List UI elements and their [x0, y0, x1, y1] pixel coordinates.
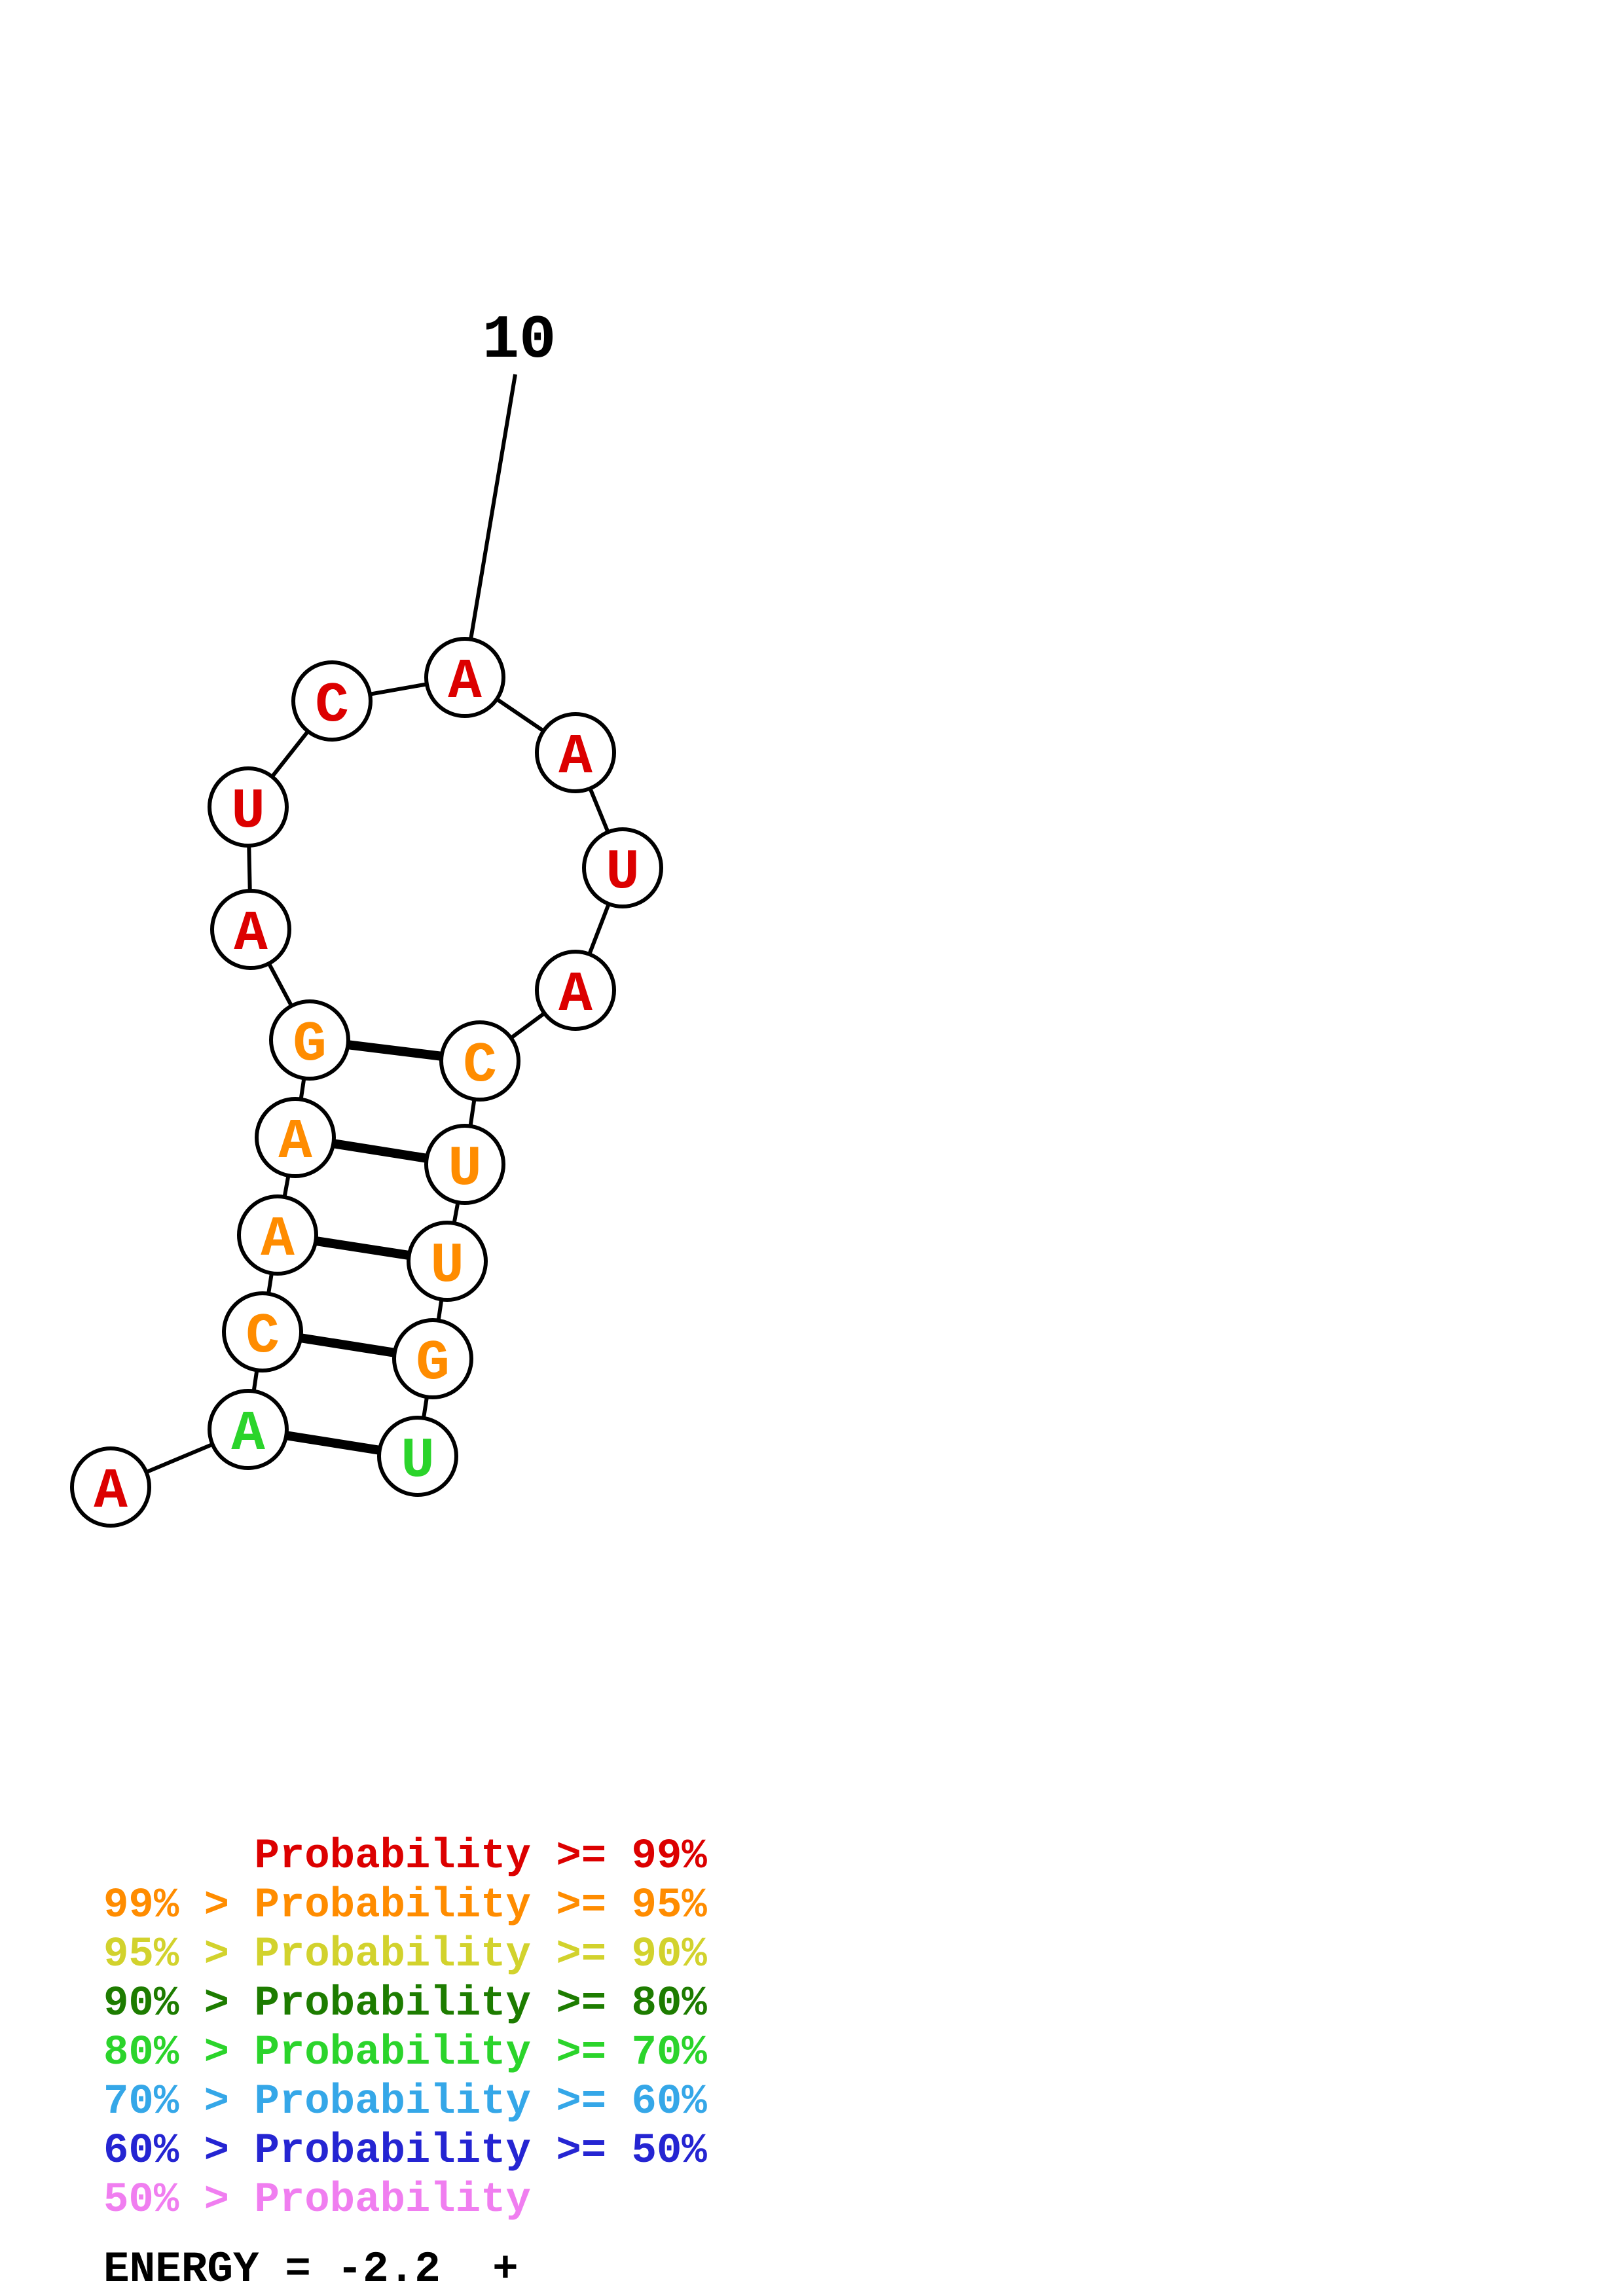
nucleotide-circle — [535, 950, 616, 1031]
nucleotide-circle — [208, 766, 289, 848]
nucleotide-12-U: U — [582, 827, 663, 908]
nucleotide-circle — [535, 712, 616, 793]
legend-entry: 95% > Probability >= 90% — [103, 1931, 707, 1979]
nucleotide-5-A: A — [255, 1097, 336, 1178]
nucleotide-15-U: U — [424, 1124, 505, 1205]
nucleotide-17-G: G — [392, 1318, 473, 1399]
nucleotide-8-U: U — [208, 766, 289, 848]
position-label: 10 — [483, 306, 556, 376]
probability-legend: Probability >= 99% 99% > Probability >= 9… — [103, 1833, 707, 2225]
nucleotide-letter: A — [231, 1402, 265, 1466]
nucleotide-6-G: G — [269, 999, 350, 1081]
nucleotide-11-A: A — [535, 712, 616, 793]
nucleotide-1-A: A — [70, 1446, 151, 1528]
nucleotide-4-A: A — [237, 1194, 318, 1276]
nucleotide-7-A: A — [210, 889, 291, 970]
nucleotide-letter: U — [401, 1429, 435, 1493]
legend-entry: 80% > Probability >= 70% — [103, 2030, 707, 2077]
legend-entry: 60% > Probability >= 50% — [103, 2128, 707, 2175]
nucleotide-letter: A — [234, 902, 268, 966]
nucleotide-letter: G — [416, 1331, 450, 1395]
legend-entry: 90% > Probability >= 80% — [103, 1981, 707, 2028]
nucleotide-letter: A — [94, 1460, 128, 1524]
nucleotide-2-A: A — [208, 1389, 289, 1470]
nucleotide-circle — [291, 660, 373, 742]
legend-entry: Probability >= 99% — [103, 1833, 707, 1880]
nucleotide-letter: A — [448, 650, 482, 714]
nucleotide-circle — [439, 1020, 520, 1102]
nucleotide-circle — [377, 1416, 458, 1497]
nucleotide-letter: U — [430, 1234, 464, 1298]
position-label-line — [469, 374, 517, 640]
nucleotide-circle — [424, 1124, 505, 1205]
nucleotide-letter: U — [231, 780, 265, 844]
nucleotide-letter: C — [315, 673, 349, 738]
legend-entry: 99% > Probability >= 95% — [103, 1882, 707, 1929]
nucleotide-circle — [70, 1446, 151, 1528]
nucleotide-circle — [210, 889, 291, 970]
nucleotide-16-U: U — [407, 1221, 488, 1302]
nucleotide-14-C: C — [439, 1020, 520, 1102]
nucleotide-circle — [424, 637, 505, 718]
nucleotide-circle — [582, 827, 663, 908]
nucleotide-circle — [222, 1291, 303, 1372]
nucleotide-18-U: U — [377, 1416, 458, 1497]
nucleotide-13-A: A — [535, 950, 616, 1031]
nucleotide-letter: A — [558, 725, 593, 789]
energy-text: ENERGY = -2.2 + — [103, 2245, 519, 2294]
nucleotide-9-C: C — [291, 660, 373, 742]
nucleotide-letter: G — [293, 1013, 327, 1077]
nucleotide-circle — [407, 1221, 488, 1302]
nucleotide-circle — [237, 1194, 318, 1276]
nucleotide-letter: A — [261, 1208, 295, 1272]
nucleotide-letter: C — [463, 1033, 497, 1098]
nucleotide-circle — [269, 999, 350, 1081]
nucleotide-circle — [255, 1097, 336, 1178]
nucleotide-letter: A — [558, 963, 593, 1027]
nucleotide-letter: U — [448, 1137, 482, 1201]
nucleotide-letter: U — [606, 840, 640, 905]
legend-entry: 70% > Probability >= 60% — [103, 2079, 707, 2126]
nucleotide-letter: A — [278, 1110, 312, 1174]
nucleotide-10-A: A — [424, 637, 505, 718]
nucleotide-circle — [392, 1318, 473, 1399]
nucleotide-circle — [208, 1389, 289, 1470]
nucleotide-3-C: C — [222, 1291, 303, 1372]
legend-entry: 50% > Probability — [103, 2177, 531, 2224]
nucleotide-letter: C — [246, 1304, 280, 1369]
